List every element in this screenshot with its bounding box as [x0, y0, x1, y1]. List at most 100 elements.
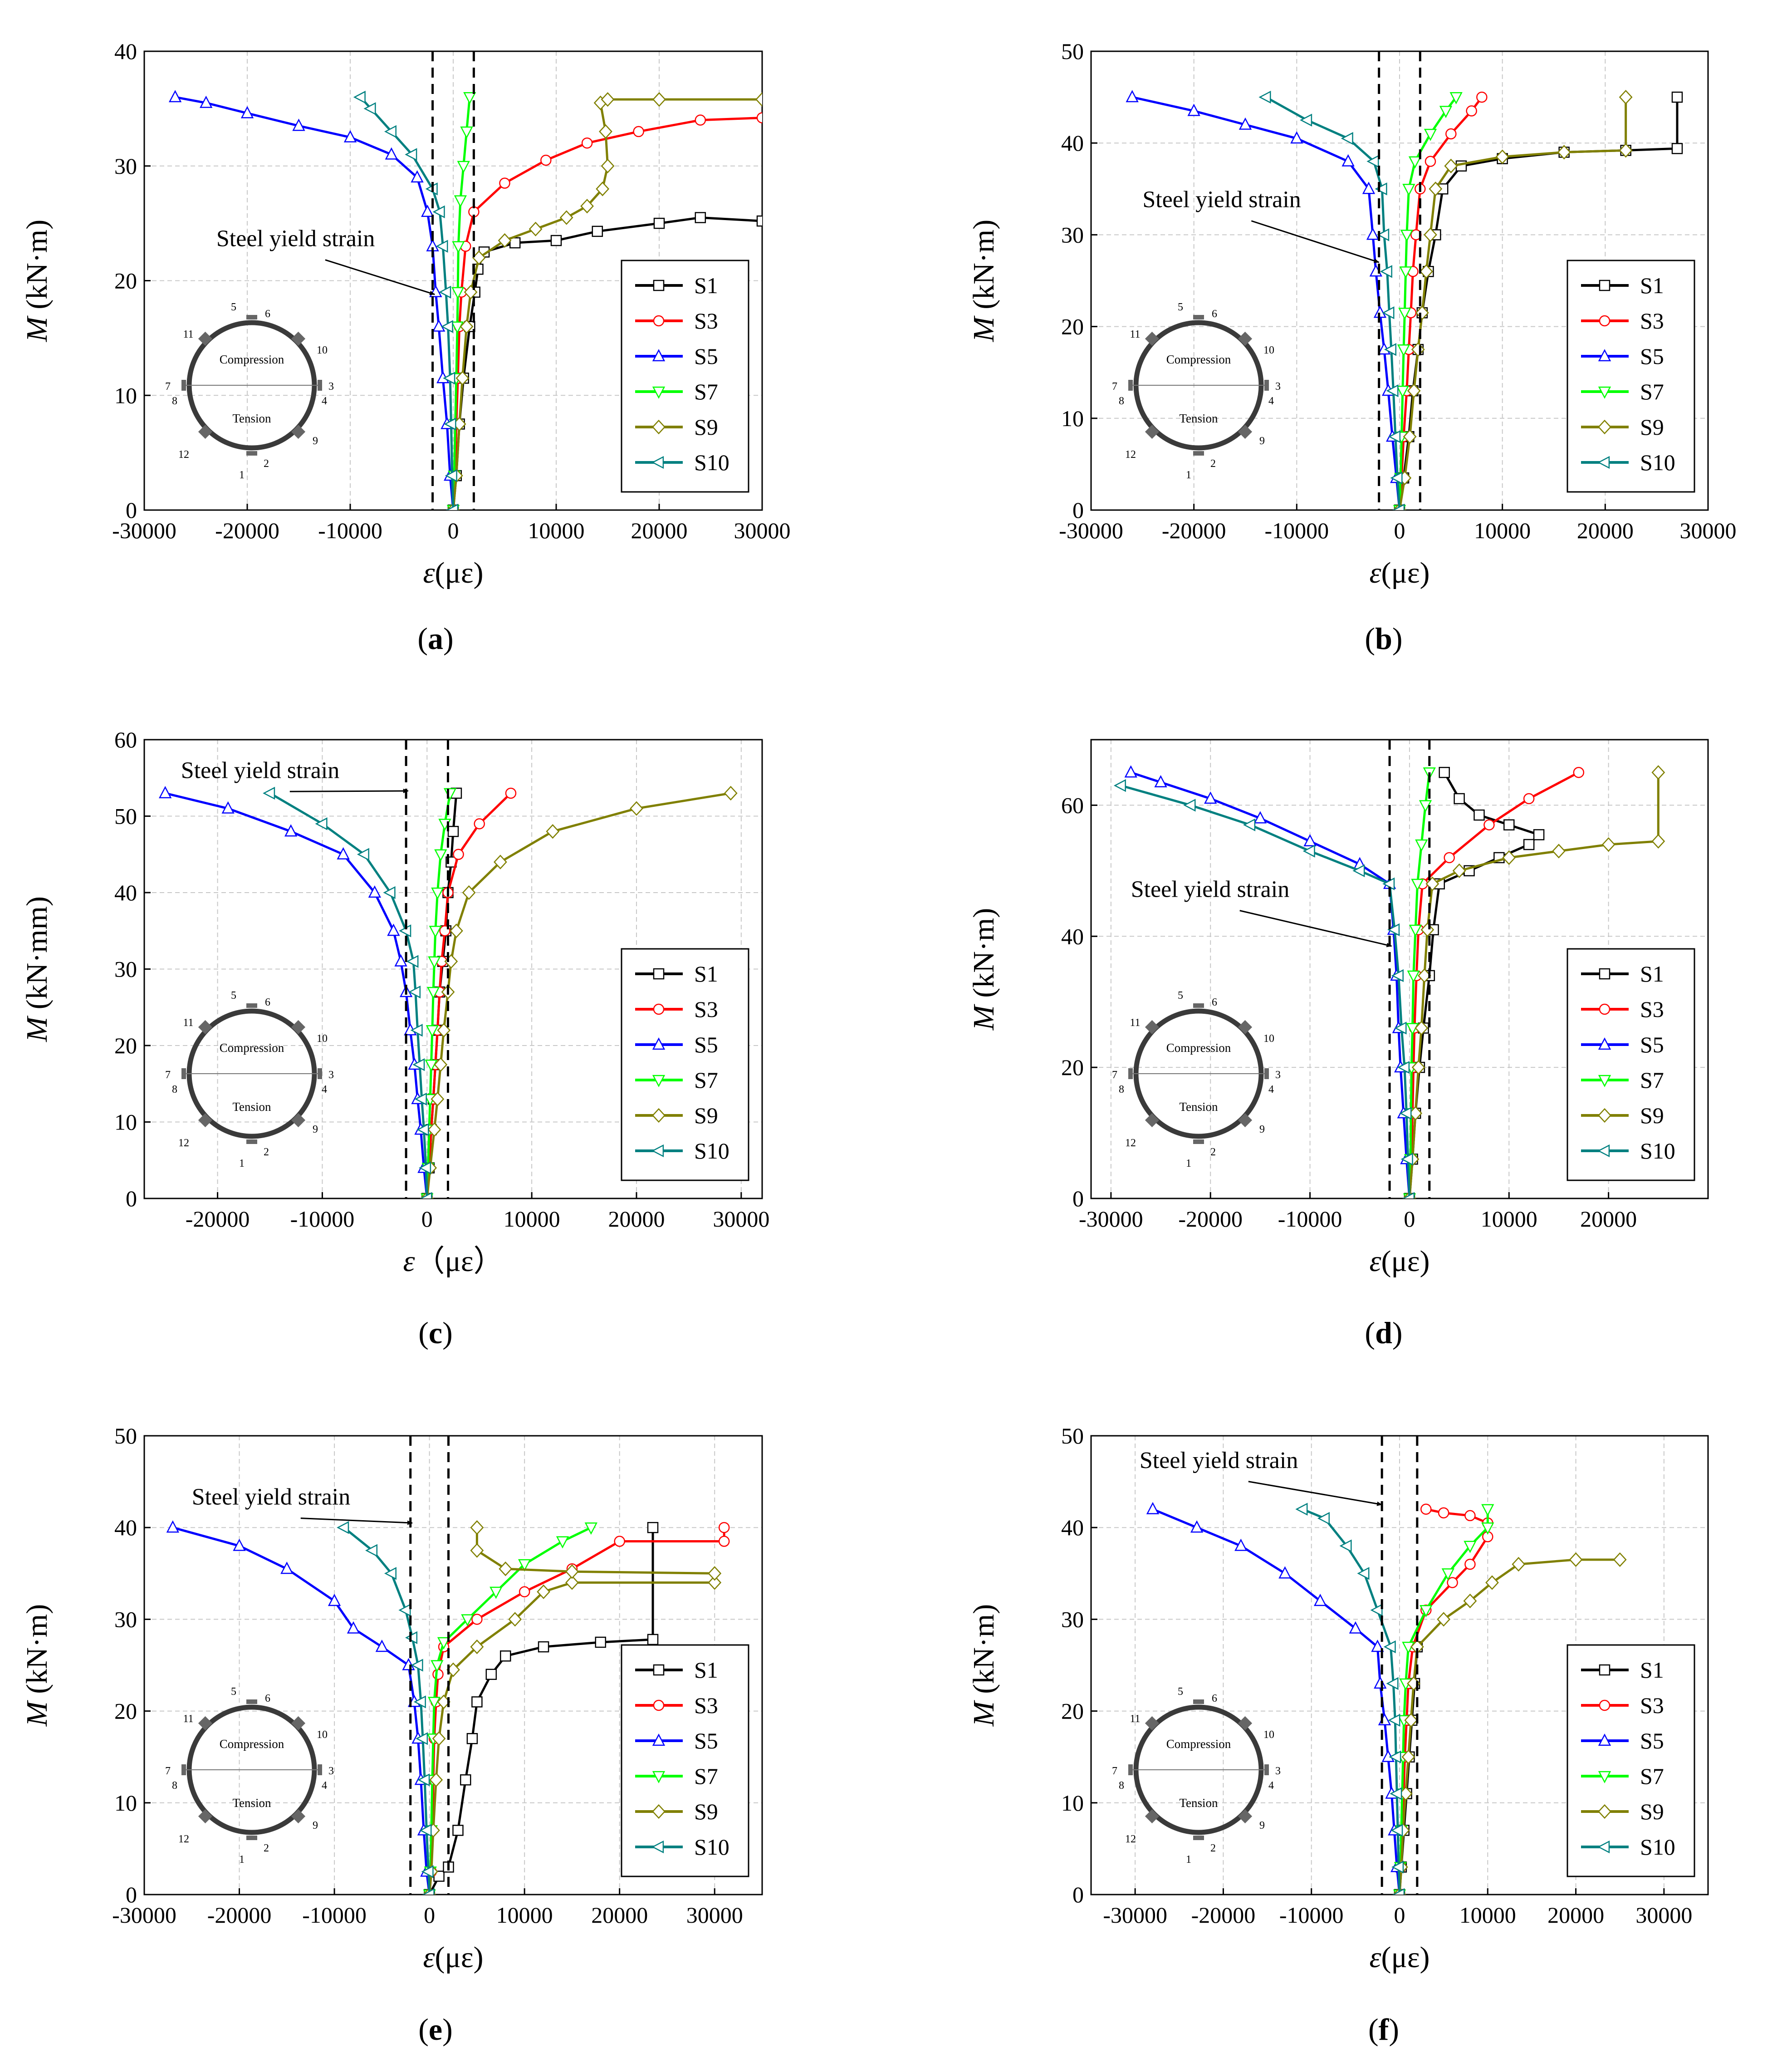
- y-tick-label: 40: [1061, 923, 1084, 949]
- data-point-S7: [1402, 1641, 1415, 1654]
- strain-gauge: [246, 315, 257, 319]
- data-point-S9: [546, 824, 560, 839]
- data-point-S5: [1378, 1713, 1391, 1725]
- strain-gauge: [1238, 331, 1253, 346]
- data-point-S1: [647, 1634, 659, 1645]
- legend-label: S3: [694, 308, 718, 334]
- strain-gauge: [1238, 424, 1253, 439]
- data-point-S3: [1425, 156, 1436, 167]
- data-point-S5: [284, 824, 298, 837]
- data-point-S3: [1420, 1503, 1432, 1515]
- data-point-S10: [383, 886, 396, 899]
- series-line-S10: [1121, 784, 1411, 1198]
- strain-gauge: [198, 1020, 213, 1035]
- strain-gauge: [1128, 380, 1133, 391]
- gauge-number: 11: [1130, 1713, 1140, 1725]
- data-point-S1: [460, 1774, 471, 1786]
- y-axis-unit: (kN·m): [967, 220, 1000, 317]
- strain-gauge: [318, 380, 322, 391]
- data-point-S1: [538, 1641, 549, 1653]
- y-tick-label: 30: [114, 957, 137, 982]
- gauge-number: 4: [1268, 395, 1274, 407]
- legend-label: S5: [1640, 344, 1664, 369]
- legend-label: S1: [694, 1657, 718, 1683]
- x-tick-label: -30000: [112, 518, 176, 543]
- data-point-S10: [1392, 503, 1405, 510]
- y-tick-label: 30: [1061, 222, 1084, 247]
- data-point-S3: [1464, 1558, 1476, 1570]
- legend-label: S7: [694, 379, 718, 404]
- data-point-S5: [1313, 1594, 1327, 1606]
- legend-box: [621, 1644, 749, 1877]
- gauge-number: 11: [1130, 1017, 1140, 1029]
- gauge-number: 12: [178, 1137, 189, 1149]
- data-point-S9: [464, 285, 478, 300]
- data-point-S5: [421, 204, 434, 217]
- data-point-S5: [1349, 1621, 1362, 1634]
- legend-label: S9: [694, 1799, 718, 1824]
- data-point-S9: [559, 210, 573, 225]
- chart-panel-b: -30000 -20000 -10000 0 10000 20000 30000 0 10 20 3…: [967, 39, 1737, 656]
- gauge-number: 1: [1186, 469, 1191, 481]
- data-point-S3: [519, 1586, 530, 1597]
- series-line-S5: [1132, 96, 1401, 510]
- series-line-S10: [343, 1527, 431, 1895]
- data-point-S7: [1481, 1504, 1494, 1517]
- legend-swatch-marker: [652, 1108, 666, 1123]
- legend-swatch-marker: [651, 1144, 664, 1158]
- data-point-S7: [1481, 1522, 1494, 1535]
- gauge-number: 7: [1112, 1765, 1117, 1777]
- tension-label: Tension: [232, 412, 271, 425]
- data-point-S7: [1439, 106, 1453, 118]
- gauge-number: 4: [322, 1780, 327, 1792]
- x-tick-label: 10000: [528, 518, 585, 543]
- steel-yield-annotation: Steel yield strain: [216, 226, 375, 252]
- data-point-S3: [1445, 128, 1457, 140]
- data-point-S9: [1429, 182, 1443, 196]
- tension-label: Tension: [232, 1796, 271, 1810]
- y-axis-unit: (kN·m): [967, 908, 1000, 1005]
- data-point-S7: [426, 987, 440, 999]
- series-line-S5: [1130, 771, 1411, 1198]
- data-point-S7: [1402, 184, 1415, 196]
- x-axis-unit: (με): [435, 1941, 483, 1974]
- data-point-S10: [1375, 182, 1387, 196]
- strain-gauge: [318, 1764, 322, 1775]
- data-point-S5: [1371, 1640, 1384, 1652]
- series-group: [1113, 765, 1665, 1198]
- x-axis-symbol: ε: [1369, 1245, 1381, 1278]
- data-point-S5: [1204, 791, 1217, 804]
- legend-swatch-marker: [653, 280, 665, 291]
- strain-gauge: [1128, 1764, 1133, 1775]
- strain-gauge: [198, 331, 213, 346]
- panel-paren: (: [418, 2012, 429, 2047]
- x-axis-symbol: ε: [403, 1245, 415, 1278]
- legend-label: S10: [1640, 1138, 1675, 1164]
- x-axis-symbol: ε: [1369, 556, 1381, 589]
- data-point-S7: [1399, 266, 1412, 279]
- legend-label: S7: [1640, 1763, 1664, 1789]
- x-axis-symbol: ε: [423, 556, 435, 589]
- x-axis-title: ε(με): [423, 1941, 483, 1974]
- legend-box: [621, 260, 749, 493]
- gauge-number: 1: [239, 469, 245, 481]
- data-point-S9: [1403, 429, 1417, 444]
- data-point-S7: [1411, 879, 1424, 891]
- legend-label: S7: [694, 1763, 718, 1789]
- y-tick-label: 10: [114, 383, 137, 408]
- x-axis-unit: (με): [1381, 1245, 1429, 1278]
- data-point-S10: [1392, 1888, 1405, 1895]
- data-point-S10: [1302, 845, 1315, 858]
- gauge-number: 10: [1263, 1033, 1274, 1045]
- data-point-S10: [422, 1888, 435, 1895]
- data-point-S9: [1512, 1556, 1526, 1572]
- legend-label: S1: [694, 273, 718, 298]
- y-tick-label: 30: [1061, 1606, 1084, 1632]
- strain-gauge: [198, 1809, 213, 1824]
- x-tick-label: -30000: [1059, 518, 1123, 543]
- legend-swatch-marker: [652, 1804, 666, 1819]
- y-tick-label: 0: [1072, 497, 1084, 523]
- data-point-S10: [408, 985, 421, 999]
- data-point-S3: [1483, 819, 1495, 831]
- y-tick-label: 60: [1061, 792, 1084, 818]
